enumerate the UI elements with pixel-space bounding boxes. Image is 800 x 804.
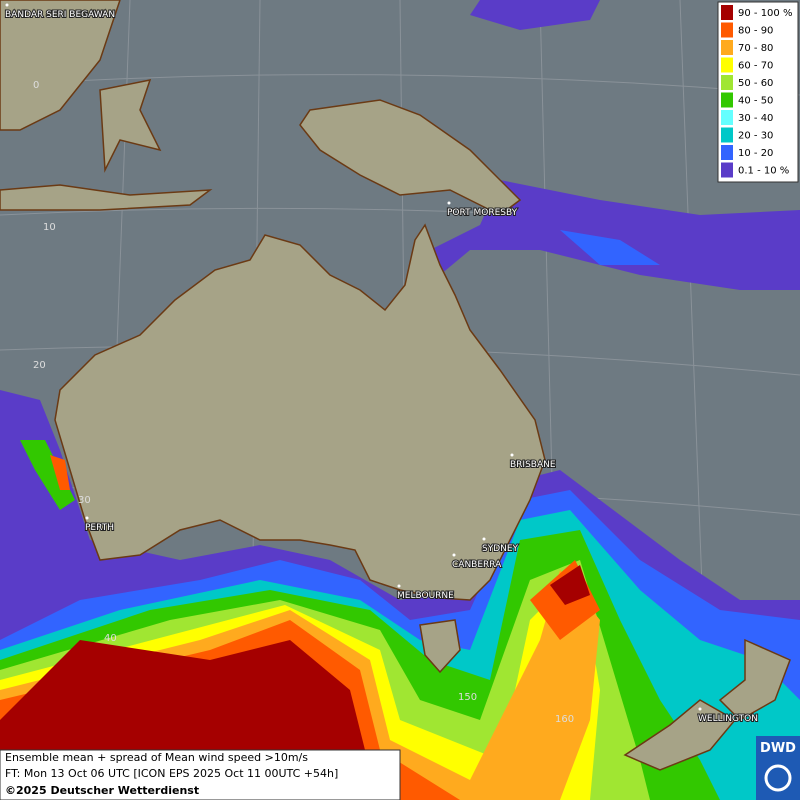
legend-swatch [721, 162, 733, 178]
city-label: BANDAR SERI BEGAWAN [5, 10, 115, 20]
grid-label: 10 [43, 222, 56, 233]
legend-label: 30 - 40 [738, 113, 773, 124]
australia [54, 223, 546, 601]
city-dot [397, 584, 401, 588]
city-label: SYDNEY [482, 544, 519, 554]
islands [0, 184, 213, 211]
borneo [0, 0, 121, 131]
legend-swatch [721, 5, 733, 20]
footer-line: ©2025 Deutscher Wetterdienst [5, 784, 199, 797]
city-label: PERTH [85, 523, 114, 533]
legend-label: 0.1 - 10 % [738, 166, 789, 177]
tasmania [419, 619, 461, 674]
city-label: MELBOURNE [397, 591, 454, 601]
legend-label: 40 - 50 [738, 96, 773, 107]
city-dot [447, 201, 451, 205]
city-dot [482, 537, 486, 541]
sulawesi [99, 79, 162, 173]
city-dot [5, 3, 9, 7]
legend-label: 90 - 100 % [738, 8, 792, 19]
grid-label: 0 [33, 80, 39, 91]
legend-swatch [721, 145, 733, 160]
legend-swatch [721, 75, 733, 90]
land [0, 0, 791, 771]
logo-text: DWD [760, 741, 796, 756]
city-label: PORT MORESBY [447, 208, 518, 218]
city-dot [85, 516, 89, 520]
logo-swirl [764, 764, 792, 792]
city-dot [698, 707, 702, 711]
grid-label: 30 [78, 495, 91, 506]
legend-label: 60 - 70 [738, 61, 773, 72]
legend-swatch [721, 57, 733, 73]
legend-label: 50 - 60 [738, 78, 773, 89]
city-label: BRISBANE [510, 460, 556, 470]
legend-swatch [721, 92, 733, 108]
legend-swatch [721, 40, 733, 55]
nz-south [623, 699, 737, 771]
grid-label: 150 [458, 692, 477, 703]
legend-swatch [721, 22, 733, 38]
footer-line: Ensemble mean + spread of Mean wind spee… [5, 751, 308, 764]
grid-label: 20 [33, 360, 46, 371]
city-dot [452, 553, 456, 557]
nz-north [718, 638, 791, 721]
grid-label: 160 [555, 714, 574, 725]
legend-label: 70 - 80 [738, 43, 773, 54]
grid-label: 40 [104, 633, 117, 644]
city-label: CANBERRA [452, 560, 502, 570]
new-guinea [299, 99, 522, 216]
footer-box [0, 749, 401, 801]
legend-swatch [721, 110, 733, 125]
city-label: WELLINGTON [698, 714, 758, 724]
legend-label: 80 - 90 [738, 26, 773, 37]
legend-label: 20 - 30 [738, 131, 773, 142]
city-dot [510, 453, 514, 457]
legend-label: 10 - 20 [738, 148, 773, 159]
legend-swatch [721, 127, 733, 143]
footer-line: FT: Mon 13 Oct 06 UTC [ICON EPS 2025 Oct… [5, 767, 338, 780]
